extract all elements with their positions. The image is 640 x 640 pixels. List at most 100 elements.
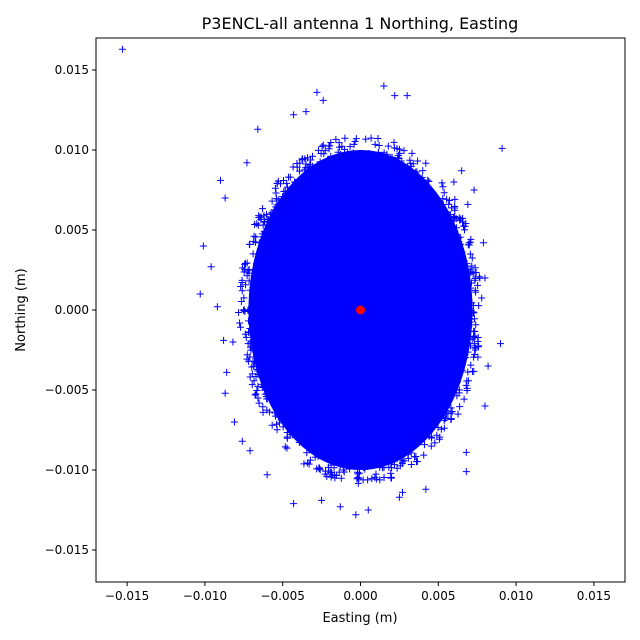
cloud-edge-point [314,167,322,175]
cloud-edge-point [327,473,335,481]
cloud-edge-point [439,183,447,191]
scatter-point [470,186,478,194]
cloud-edge-point [462,381,470,389]
center-marker [356,305,365,315]
cloud-edge-point [359,476,367,484]
cloud-edge-point [463,387,471,394]
cloud-edge-point [463,260,471,268]
cloud-edge-point [453,378,461,386]
cloud-edge-point [332,458,340,466]
cloud-edge-point [413,168,421,176]
cloud-edge-point [403,164,411,172]
cloud-edge-point [457,240,465,248]
cloud-edge-point [418,429,426,437]
cloud-edge-point [445,196,453,204]
cloud-edge-point [397,444,405,452]
scatter-point [207,263,215,271]
cloud-edge-point [247,346,255,354]
cloud-edge-point [475,302,483,310]
cloud-edge-point [320,150,328,158]
cloud-edge-point [400,147,408,155]
cloud-edge-point [302,164,310,172]
cloud-edge-point [255,212,263,220]
cloud-edge-point [325,145,333,153]
cloud-edge-point [254,340,262,348]
cloud-edge-point [238,287,246,295]
cloud-edge-point [447,415,455,423]
cloud-edge-point [261,390,269,398]
cloud-edge-point [371,473,379,481]
cloud-edge-point [433,431,441,439]
cloud-edge-point [252,373,260,381]
cloud-edge-point [338,459,346,467]
scatter-point [238,437,246,445]
cloud-edge-point [274,403,282,411]
scatter-point [196,290,204,298]
cloud-edge-point [388,451,396,459]
cloud-edge-point [282,421,290,429]
scatter-point [403,92,411,100]
cloud-edge-point [442,414,450,422]
x-tick-label: 0.015 [577,589,611,603]
cloud-edge-point [238,276,246,284]
cloud-edge-point [318,142,326,150]
cloud-edge-point [324,162,332,170]
cloud-edge-point [315,464,323,472]
cloud-edge-point [266,408,274,416]
cloud-edge-point [258,357,266,365]
scatter-point [221,194,229,202]
scatter-point [243,159,251,167]
scatter-point [290,500,298,508]
cloud-edge-point [279,193,287,201]
cloud-edge-point [462,354,470,362]
scatter-point [464,200,472,208]
cloud-edge-point [277,407,285,415]
cloud-edge-point [254,221,262,229]
cloud-edge-point [321,147,329,155]
cloud-edge-point [340,455,348,463]
cloud-edge-point [326,142,334,150]
scatter-point [481,402,489,410]
x-axis-label: Easting (m) [322,611,397,626]
cloud-edge-point [468,299,476,307]
cloud-edge-point [341,134,349,142]
cloud-edge-point [316,158,324,166]
cloud-edge-point [286,197,294,205]
cloud-edge-point [466,250,474,258]
cloud-edge-point [400,457,408,465]
cloud-edge-point [291,178,299,186]
cloud-edge-point [261,218,269,226]
cloud-edge-point [440,189,448,197]
cloud-edge-point [237,298,245,306]
cloud-edge-point [376,476,384,484]
cloud-edge-point [283,183,291,191]
cloud-edge-point [449,222,457,230]
cloud-edge-point [388,458,396,466]
cloud-edge-point [313,169,321,177]
cloud-edge-point [251,358,259,366]
cloud-edge-point [259,239,267,247]
cloud-edge-point [434,206,442,214]
cloud-edge-point [451,204,459,212]
cloud-edge-point [464,348,472,356]
cloud-edge-point [468,335,476,343]
cloud-edge-point [380,473,388,481]
cloud-edge-point [273,426,281,434]
cloud-edge-point [245,357,253,365]
cloud-edge-point [408,149,416,157]
cloud-edge-point [478,294,486,302]
scatter-point [199,242,207,250]
scatter-point [254,125,262,133]
cloud-edge-point [428,434,436,442]
scatter-point [313,88,321,96]
cloud-edge-point [245,277,253,285]
cloud-edge-point [244,340,252,348]
cloud-edge-point [250,237,258,245]
scatter-point [229,338,237,346]
cloud-edge-point [448,408,456,416]
cloud-edge-point [472,321,480,329]
cloud-edge-point [420,451,428,459]
cloud-edge-point [470,309,478,317]
cloud-edge-point [362,135,370,143]
cloud-edge-point [251,391,259,399]
